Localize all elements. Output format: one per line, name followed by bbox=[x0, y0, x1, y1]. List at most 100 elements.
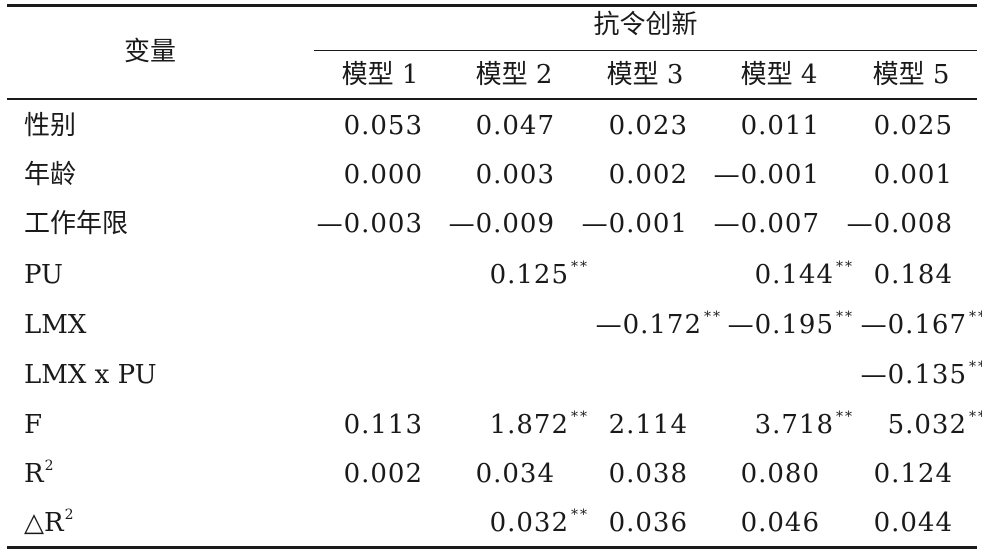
significance-marker: ** bbox=[704, 309, 722, 325]
table-cell: —0.007 bbox=[714, 209, 820, 239]
row-label: PU bbox=[24, 260, 63, 290]
table-cell: 0.000 bbox=[344, 160, 423, 190]
table-cell: 0.113 bbox=[344, 410, 423, 440]
row-label: △R2 bbox=[24, 507, 74, 542]
cell-value: 1.872 bbox=[489, 410, 569, 440]
cell-value: 0.038 bbox=[608, 459, 688, 489]
row-label-superscript: 2 bbox=[44, 458, 54, 474]
group-header: 抗令创新 bbox=[593, 10, 698, 40]
cell-value: —0.001 bbox=[581, 209, 688, 239]
cell-value: 0.001 bbox=[873, 160, 953, 190]
row-label-text: R bbox=[24, 459, 44, 489]
table-top-rule bbox=[7, 4, 977, 7]
table-cell: 0.038 bbox=[609, 459, 688, 489]
table-cell: 0.025 bbox=[874, 111, 953, 141]
cell-value: —0.172 bbox=[595, 310, 702, 340]
cell-value: —0.003 bbox=[316, 209, 423, 239]
cell-value: 0.003 bbox=[475, 160, 555, 190]
cell-value: —0.195 bbox=[727, 310, 834, 340]
significance-marker: ** bbox=[571, 259, 589, 275]
table-cell: 5.032** bbox=[887, 409, 982, 444]
row-label-superscript: 2 bbox=[64, 507, 74, 523]
cell-value: —0.007 bbox=[713, 209, 820, 239]
table-cell: —0.195 ** bbox=[727, 309, 854, 344]
cell-value: 0.125 bbox=[489, 260, 569, 290]
cell-value: —0.008 bbox=[846, 209, 953, 239]
row-label-text: 年龄 bbox=[24, 160, 77, 190]
cell-value: 0.113 bbox=[343, 410, 423, 440]
model-header-3: 模型 3 bbox=[606, 60, 684, 90]
table-cell: —0.001 bbox=[714, 160, 820, 190]
header-bottom-rule bbox=[7, 98, 977, 100]
table-cell: 0.032 ** bbox=[489, 507, 589, 542]
model-header-1: 模型 1 bbox=[341, 60, 419, 90]
significance-marker: ** bbox=[571, 507, 589, 523]
table-cell: 0.053 bbox=[344, 111, 423, 141]
row-label: LMX x PU bbox=[24, 360, 157, 390]
table-cell: 3.718 ** bbox=[754, 409, 854, 444]
cell-value: 0.032 bbox=[489, 508, 569, 538]
cell-value: 0.036 bbox=[608, 508, 688, 538]
row-label-text: 工作年限 bbox=[24, 209, 129, 239]
cell-value: —0.167 bbox=[860, 310, 967, 340]
cell-value: 0.002 bbox=[608, 160, 688, 190]
cell-value: 0.144 bbox=[754, 260, 834, 290]
row-label: F bbox=[24, 410, 42, 440]
table-cell: 2.114 bbox=[609, 410, 688, 440]
variable-header: 变量 bbox=[124, 37, 177, 67]
row-label-text: F bbox=[24, 410, 43, 440]
cell-value: 3.718 bbox=[754, 410, 834, 440]
table-cell: 0.002 bbox=[344, 459, 423, 489]
table-bottom-rule bbox=[7, 546, 977, 549]
cell-value: —0.135 bbox=[860, 360, 967, 390]
table-cell: 0.036 bbox=[609, 508, 688, 538]
cell-value: 0.124 bbox=[873, 459, 953, 489]
table-cell: —0.001 bbox=[582, 209, 688, 239]
table-cell: —0.009 bbox=[449, 209, 555, 239]
significance-marker: ** bbox=[836, 309, 854, 325]
cell-value: 2.114 bbox=[608, 410, 688, 440]
cell-value: 5.032 bbox=[887, 410, 967, 440]
cell-value: 0.025 bbox=[873, 111, 953, 141]
table-cell: —0.008 bbox=[847, 209, 953, 239]
model-header-5: 模型 5 bbox=[872, 60, 950, 90]
cell-value: 0.184 bbox=[873, 260, 953, 290]
cell-value: 0.053 bbox=[343, 111, 423, 141]
cell-value: —0.001 bbox=[713, 160, 820, 190]
table-cell: 0.047 bbox=[476, 111, 555, 141]
table-cell: 0.001 bbox=[874, 160, 953, 190]
row-label: R2 bbox=[24, 458, 54, 493]
significance-marker: ** bbox=[836, 259, 854, 275]
significance-marker: ** bbox=[969, 309, 982, 325]
significance-marker: ** bbox=[571, 409, 589, 425]
table-cell: 0.080 bbox=[741, 459, 820, 489]
cell-value: 0.002 bbox=[343, 459, 423, 489]
table-cell: —0.167** bbox=[860, 309, 982, 344]
cell-value: 0.046 bbox=[740, 508, 820, 538]
table-cell: —0.135** bbox=[860, 359, 982, 394]
significance-marker: ** bbox=[969, 359, 982, 375]
table-cell: 0.034 bbox=[476, 459, 555, 489]
row-label-text: LMX x PU bbox=[24, 360, 157, 390]
table-cell: 0.125 ** bbox=[489, 259, 589, 294]
model-header-2: 模型 2 bbox=[475, 60, 553, 90]
table-cell: 0.011 bbox=[741, 111, 820, 141]
table-cell: —0.003 bbox=[317, 209, 423, 239]
cell-value: 0.023 bbox=[608, 111, 688, 141]
cell-value: 0.047 bbox=[475, 111, 555, 141]
cell-value: 0.011 bbox=[740, 111, 820, 141]
row-label: 年龄 bbox=[24, 160, 76, 190]
row-label-text: LMX bbox=[24, 310, 87, 340]
cell-value: 0.034 bbox=[475, 459, 555, 489]
table-cell: 1.872 ** bbox=[489, 409, 589, 444]
table-cell: 0.003 bbox=[476, 160, 555, 190]
table-cell: 0.023 bbox=[609, 111, 688, 141]
significance-marker: ** bbox=[836, 409, 854, 425]
table-cell: 0.002 bbox=[609, 160, 688, 190]
table-cell: 0.184 bbox=[874, 260, 953, 290]
row-label: 工作年限 bbox=[24, 209, 128, 239]
table-cell: —0.172 ** bbox=[595, 309, 722, 344]
group-header-rule bbox=[314, 50, 977, 51]
row-label: 性别 bbox=[24, 111, 76, 141]
